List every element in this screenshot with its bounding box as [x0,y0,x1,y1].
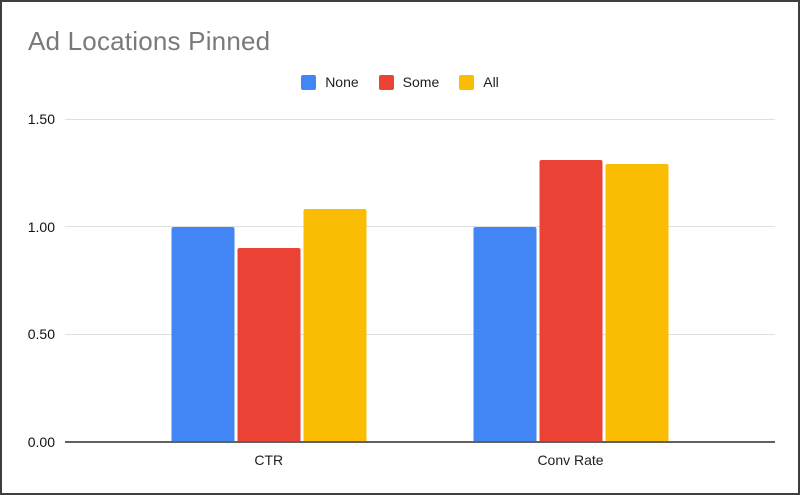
y-axis-labels: 0.00 0.50 1.00 1.50 [2,111,55,450]
x-axis-baseline [65,441,775,443]
x-axis-labels: CTR Conv Rate [65,451,775,471]
y-tick-label-0-00: 0.00 [27,434,55,450]
legend-swatch-some-icon [378,74,394,90]
gridline-0-5 [65,333,775,335]
bar-group-conv-rate [473,119,669,442]
legend-item-all: All [459,74,499,90]
bar-some-conv-rate [539,159,603,442]
legend-swatch-none-icon [301,74,317,90]
bar-none-ctr [171,226,235,442]
legend-item-none: None [301,74,359,90]
legend-label-none: None [325,74,359,90]
x-tick-label-ctr: CTR [254,452,284,468]
chart-title: Ad Locations Pinned [28,26,271,56]
bar-none-conv-rate [473,226,537,442]
bar-all-ctr [303,209,367,442]
gridline-1-5 [65,118,775,120]
legend-swatch-all-icon [459,74,475,90]
gridline-1 [65,226,775,228]
bar-all-conv-rate [605,164,669,442]
legend-label-some: Some [402,74,440,90]
x-tick-label-conv-rate: Conv Rate [537,452,604,468]
legend-item-some: Some [378,74,440,90]
chart-legend: None Some All [2,74,798,90]
y-tick-label-1-00: 1.00 [27,218,55,235]
bar-some-ctr [237,248,301,442]
plot-area [65,118,775,443]
y-tick-label-0-50: 0.50 [27,326,55,343]
legend-label-all: All [483,74,499,90]
y-tick-label-1-50: 1.50 [27,111,55,127]
bar-group-ctr [171,119,367,442]
